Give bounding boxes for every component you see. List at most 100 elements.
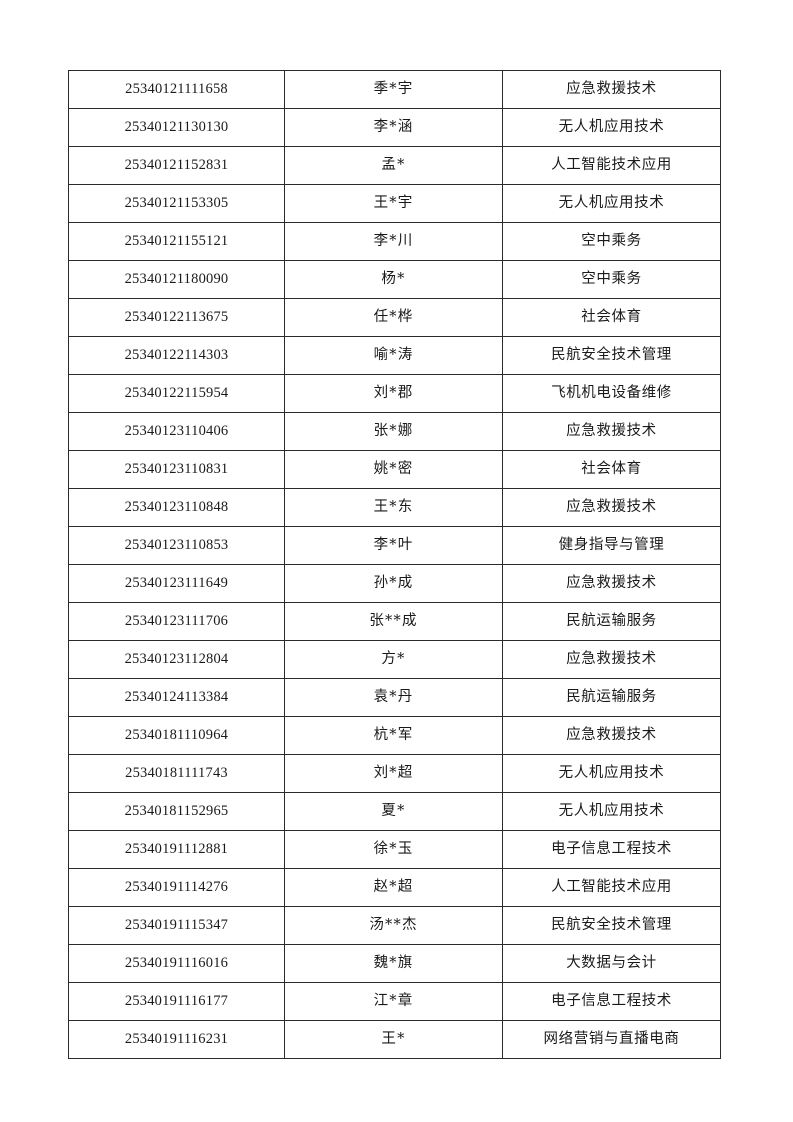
table-cell-id: 25340121152831 xyxy=(68,146,285,185)
table-cell-name: 喻*涛 xyxy=(284,336,503,375)
table-row: 25340191116177 江*章 电子信息工程技术 xyxy=(68,982,721,1021)
table-cell-name: 孙*成 xyxy=(284,564,503,603)
table-cell-major: 民航安全技术管理 xyxy=(502,336,721,375)
roster-table-body: 25340121111658 季*宇 应急救援技术 25340121130130 李*涵… xyxy=(68,70,721,1059)
table-cell-id: 25340121130130 xyxy=(68,108,285,147)
table-cell-name: 夏* xyxy=(284,792,503,831)
table-cell-id: 25340191116177 xyxy=(68,982,285,1021)
table-cell-major: 电子信息工程技术 xyxy=(502,830,721,869)
table-row: 25340122113675 任*桦 社会体育 xyxy=(68,298,721,337)
roster-table-container: 25340121111658 季*宇 应急救援技术 25340121130130 李*涵… xyxy=(68,70,721,1059)
table-cell-id: 25340121155121 xyxy=(68,222,285,261)
table-cell-major: 无人机应用技术 xyxy=(502,108,721,147)
table-cell-id: 25340122113675 xyxy=(68,298,285,337)
table-cell-name: 赵*超 xyxy=(284,868,503,907)
table-cell-name: 刘*郡 xyxy=(284,374,503,413)
table-cell-id: 25340191116016 xyxy=(68,944,285,983)
table-cell-id: 25340123111649 xyxy=(68,564,285,603)
table-cell-id: 25340121111658 xyxy=(68,70,285,109)
table-row: 25340123110848 王*东 应急救援技术 xyxy=(68,488,721,527)
table-cell-major: 应急救援技术 xyxy=(502,716,721,755)
table-cell-id: 25340191115347 xyxy=(68,906,285,945)
table-cell-id: 25340123110406 xyxy=(68,412,285,451)
table-cell-major: 民航运输服务 xyxy=(502,678,721,717)
table-cell-name: 方* xyxy=(284,640,503,679)
table-row: 25340121180090 杨* 空中乘务 xyxy=(68,260,721,299)
table-row: 25340123111649 孙*成 应急救援技术 xyxy=(68,564,721,603)
table-cell-name: 李*川 xyxy=(284,222,503,261)
table-cell-major: 应急救援技术 xyxy=(502,412,721,451)
table-cell-id: 25340191114276 xyxy=(68,868,285,907)
table-cell-id: 25340181110964 xyxy=(68,716,285,755)
table-cell-major: 应急救援技术 xyxy=(502,640,721,679)
table-cell-id: 25340191112881 xyxy=(68,830,285,869)
table-row: 25340121155121 李*川 空中乘务 xyxy=(68,222,721,261)
table-cell-id: 25340191116231 xyxy=(68,1020,285,1059)
table-row: 25340121130130 李*涵 无人机应用技术 xyxy=(68,108,721,147)
table-cell-name: 季*宇 xyxy=(284,70,503,109)
table-cell-name: 孟* xyxy=(284,146,503,185)
table-row: 25340123111706 张**成 民航运输服务 xyxy=(68,602,721,641)
table-row: 25340181152965 夏* 无人机应用技术 xyxy=(68,792,721,831)
table-row: 25340191116231 王* 网络营销与直播电商 xyxy=(68,1020,721,1059)
table-row: 25340123110853 李*叶 健身指导与管理 xyxy=(68,526,721,565)
table-cell-major: 网络营销与直播电商 xyxy=(502,1020,721,1059)
table-cell-name: 杭*军 xyxy=(284,716,503,755)
table-cell-major: 社会体育 xyxy=(502,450,721,489)
table-row: 25340121111658 季*宇 应急救援技术 xyxy=(68,70,721,109)
table-row: 25340191112881 徐*玉 电子信息工程技术 xyxy=(68,830,721,869)
table-cell-major: 社会体育 xyxy=(502,298,721,337)
table-cell-major: 应急救援技术 xyxy=(502,564,721,603)
table-cell-name: 江*章 xyxy=(284,982,503,1021)
table-cell-major: 民航运输服务 xyxy=(502,602,721,641)
table-cell-major: 无人机应用技术 xyxy=(502,184,721,223)
table-cell-major: 应急救援技术 xyxy=(502,488,721,527)
table-cell-name: 姚*密 xyxy=(284,450,503,489)
table-cell-major: 空中乘务 xyxy=(502,260,721,299)
table-cell-name: 王* xyxy=(284,1020,503,1059)
table-cell-name: 袁*丹 xyxy=(284,678,503,717)
table-row: 25340122114303 喻*涛 民航安全技术管理 xyxy=(68,336,721,375)
table-cell-id: 25340181152965 xyxy=(68,792,285,831)
table-cell-id: 25340121153305 xyxy=(68,184,285,223)
table-cell-id: 25340123112804 xyxy=(68,640,285,679)
table-cell-name: 王*东 xyxy=(284,488,503,527)
table-row: 25340123112804 方* 应急救援技术 xyxy=(68,640,721,679)
table-cell-name: 杨* xyxy=(284,260,503,299)
table-row: 25340122115954 刘*郡 飞机机电设备维修 xyxy=(68,374,721,413)
table-cell-name: 刘*超 xyxy=(284,754,503,793)
table-row: 25340123110831 姚*密 社会体育 xyxy=(68,450,721,489)
table-row: 25340123110406 张*娜 应急救援技术 xyxy=(68,412,721,451)
table-cell-name: 张*娜 xyxy=(284,412,503,451)
table-cell-id: 25340122115954 xyxy=(68,374,285,413)
table-cell-major: 大数据与会计 xyxy=(502,944,721,983)
table-cell-major: 无人机应用技术 xyxy=(502,792,721,831)
table-cell-major: 人工智能技术应用 xyxy=(502,146,721,185)
roster-table: 25340121111658 季*宇 应急救援技术 25340121130130 李*涵… xyxy=(68,70,721,1059)
table-cell-major: 无人机应用技术 xyxy=(502,754,721,793)
table-cell-name: 汤**杰 xyxy=(284,906,503,945)
table-cell-name: 张**成 xyxy=(284,602,503,641)
table-row: 25340121153305 王*宇 无人机应用技术 xyxy=(68,184,721,223)
table-row: 25340191116016 魏*旗 大数据与会计 xyxy=(68,944,721,983)
table-cell-id: 25340121180090 xyxy=(68,260,285,299)
table-cell-major: 应急救援技术 xyxy=(502,70,721,109)
table-cell-major: 飞机机电设备维修 xyxy=(502,374,721,413)
table-row: 25340191115347 汤**杰 民航安全技术管理 xyxy=(68,906,721,945)
table-cell-name: 王*宇 xyxy=(284,184,503,223)
table-row: 25340124113384 袁*丹 民航运输服务 xyxy=(68,678,721,717)
table-cell-major: 民航安全技术管理 xyxy=(502,906,721,945)
table-cell-major: 健身指导与管理 xyxy=(502,526,721,565)
table-cell-name: 李*涵 xyxy=(284,108,503,147)
table-cell-id: 25340123110831 xyxy=(68,450,285,489)
table-cell-id: 25340123111706 xyxy=(68,602,285,641)
table-cell-id: 25340181111743 xyxy=(68,754,285,793)
table-cell-id: 25340123110853 xyxy=(68,526,285,565)
table-cell-major: 空中乘务 xyxy=(502,222,721,261)
table-cell-name: 徐*玉 xyxy=(284,830,503,869)
table-cell-name: 任*桦 xyxy=(284,298,503,337)
table-row: 25340181111743 刘*超 无人机应用技术 xyxy=(68,754,721,793)
table-cell-major: 电子信息工程技术 xyxy=(502,982,721,1021)
table-cell-name: 魏*旗 xyxy=(284,944,503,983)
